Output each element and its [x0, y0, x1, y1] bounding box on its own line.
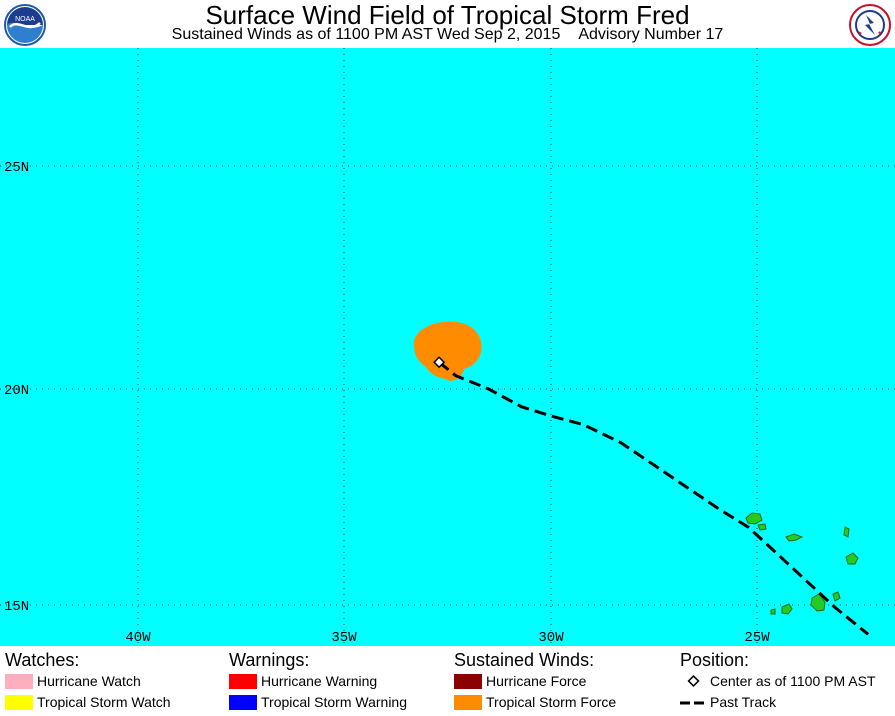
island-maio [832, 591, 841, 602]
lon-label-25w: 25W [744, 630, 770, 646]
legend-tropical-storm-warning: Tropical Storm Warning [229, 694, 407, 710]
tropical-storm-watch-label: Tropical Storm Watch [37, 694, 171, 710]
hurricane-force-swatch [454, 673, 482, 689]
island-sal [843, 526, 850, 538]
past-track-dash-icon [680, 701, 708, 704]
island-sao-nicolau [785, 533, 804, 542]
hurricane-warning-label: Hurricane Warning [261, 673, 378, 689]
advisory-number: Advisory Number 17 [578, 26, 724, 43]
tropical-storm-force-label: Tropical Storm Force [486, 694, 617, 710]
noaa-logo-icon: NOAA [4, 4, 46, 46]
legend-past-track: Past Track [680, 694, 776, 710]
center-diamond-icon [687, 674, 700, 687]
lon-label-30w: 30W [538, 630, 564, 646]
tropical-storm-warning-swatch [229, 694, 257, 710]
longitude-labels: 40W 35W 30W 25W [125, 630, 770, 646]
legend-tropical-storm-force: Tropical Storm Force [454, 694, 616, 710]
lon-label-35w: 35W [331, 630, 357, 646]
island-boa-vista [845, 552, 859, 565]
legend-hurricane-force: Hurricane Force [454, 673, 586, 689]
map-header: NOAA Surface Wind Field of Tropical Stor… [0, 0, 895, 48]
tropical-storm-watch-swatch [5, 694, 33, 710]
hurricane-watch-swatch [5, 673, 33, 689]
valid-time: Sustained Winds as of 1100 PM AST Wed Se… [171, 26, 561, 43]
tropical-storm-force-wind-field [413, 321, 482, 381]
past-track-label: Past Track [710, 694, 777, 710]
cape-verde-islands [745, 512, 859, 615]
legend-center-position: Center as of 1100 PM AST [684, 673, 876, 689]
tropical-storm-warning-label: Tropical Storm Warning [261, 694, 408, 710]
lat-label-20n: 20N [4, 383, 29, 399]
lat-label-15n: 15N [4, 599, 29, 615]
center-position-label: Center as of 1100 PM AST [710, 673, 876, 689]
hurricane-force-label: Hurricane Force [486, 673, 587, 689]
wind-field-map: 25N 20N 15N 40W 35W 30W 25W [0, 48, 895, 646]
island-sao-vicente [757, 523, 767, 531]
legend-hurricane-watch: Hurricane Watch [5, 673, 141, 689]
island-brava [770, 608, 776, 615]
hurricane-watch-label: Hurricane Watch [37, 673, 141, 689]
lat-label-25n: 25N [4, 160, 29, 176]
legend-tropical-storm-watch: Tropical Storm Watch [5, 694, 171, 710]
past-track-line [438, 361, 870, 636]
tropical-storm-force-swatch [454, 694, 482, 710]
island-santo-antao [745, 512, 763, 525]
legend-watches-heading: Watches: [5, 650, 80, 670]
svg-text:NOAA: NOAA [15, 16, 35, 23]
lon-label-40w: 40W [125, 630, 151, 646]
graticule [0, 48, 895, 646]
legend-hurricane-warning: Hurricane Warning [229, 673, 377, 689]
legend-position-heading: Position: [680, 650, 750, 670]
legend-warnings-heading: Warnings: [229, 650, 310, 670]
storm-center-marker [433, 356, 446, 369]
hurricane-warning-swatch [229, 673, 257, 689]
page-subtitle: Sustained Winds as of 1100 PM AST Wed Se… [0, 25, 895, 45]
legend-winds-heading: Sustained Winds: [454, 650, 595, 670]
nws-logo-icon [849, 4, 891, 46]
island-fogo [781, 603, 793, 615]
latitude-labels: 25N 20N 15N [4, 160, 29, 615]
page-title: Surface Wind Field of Tropical Storm Fre… [205, 0, 690, 30]
map-legend: Watches: Hurricane Watch Tropical Storm … [0, 646, 895, 716]
